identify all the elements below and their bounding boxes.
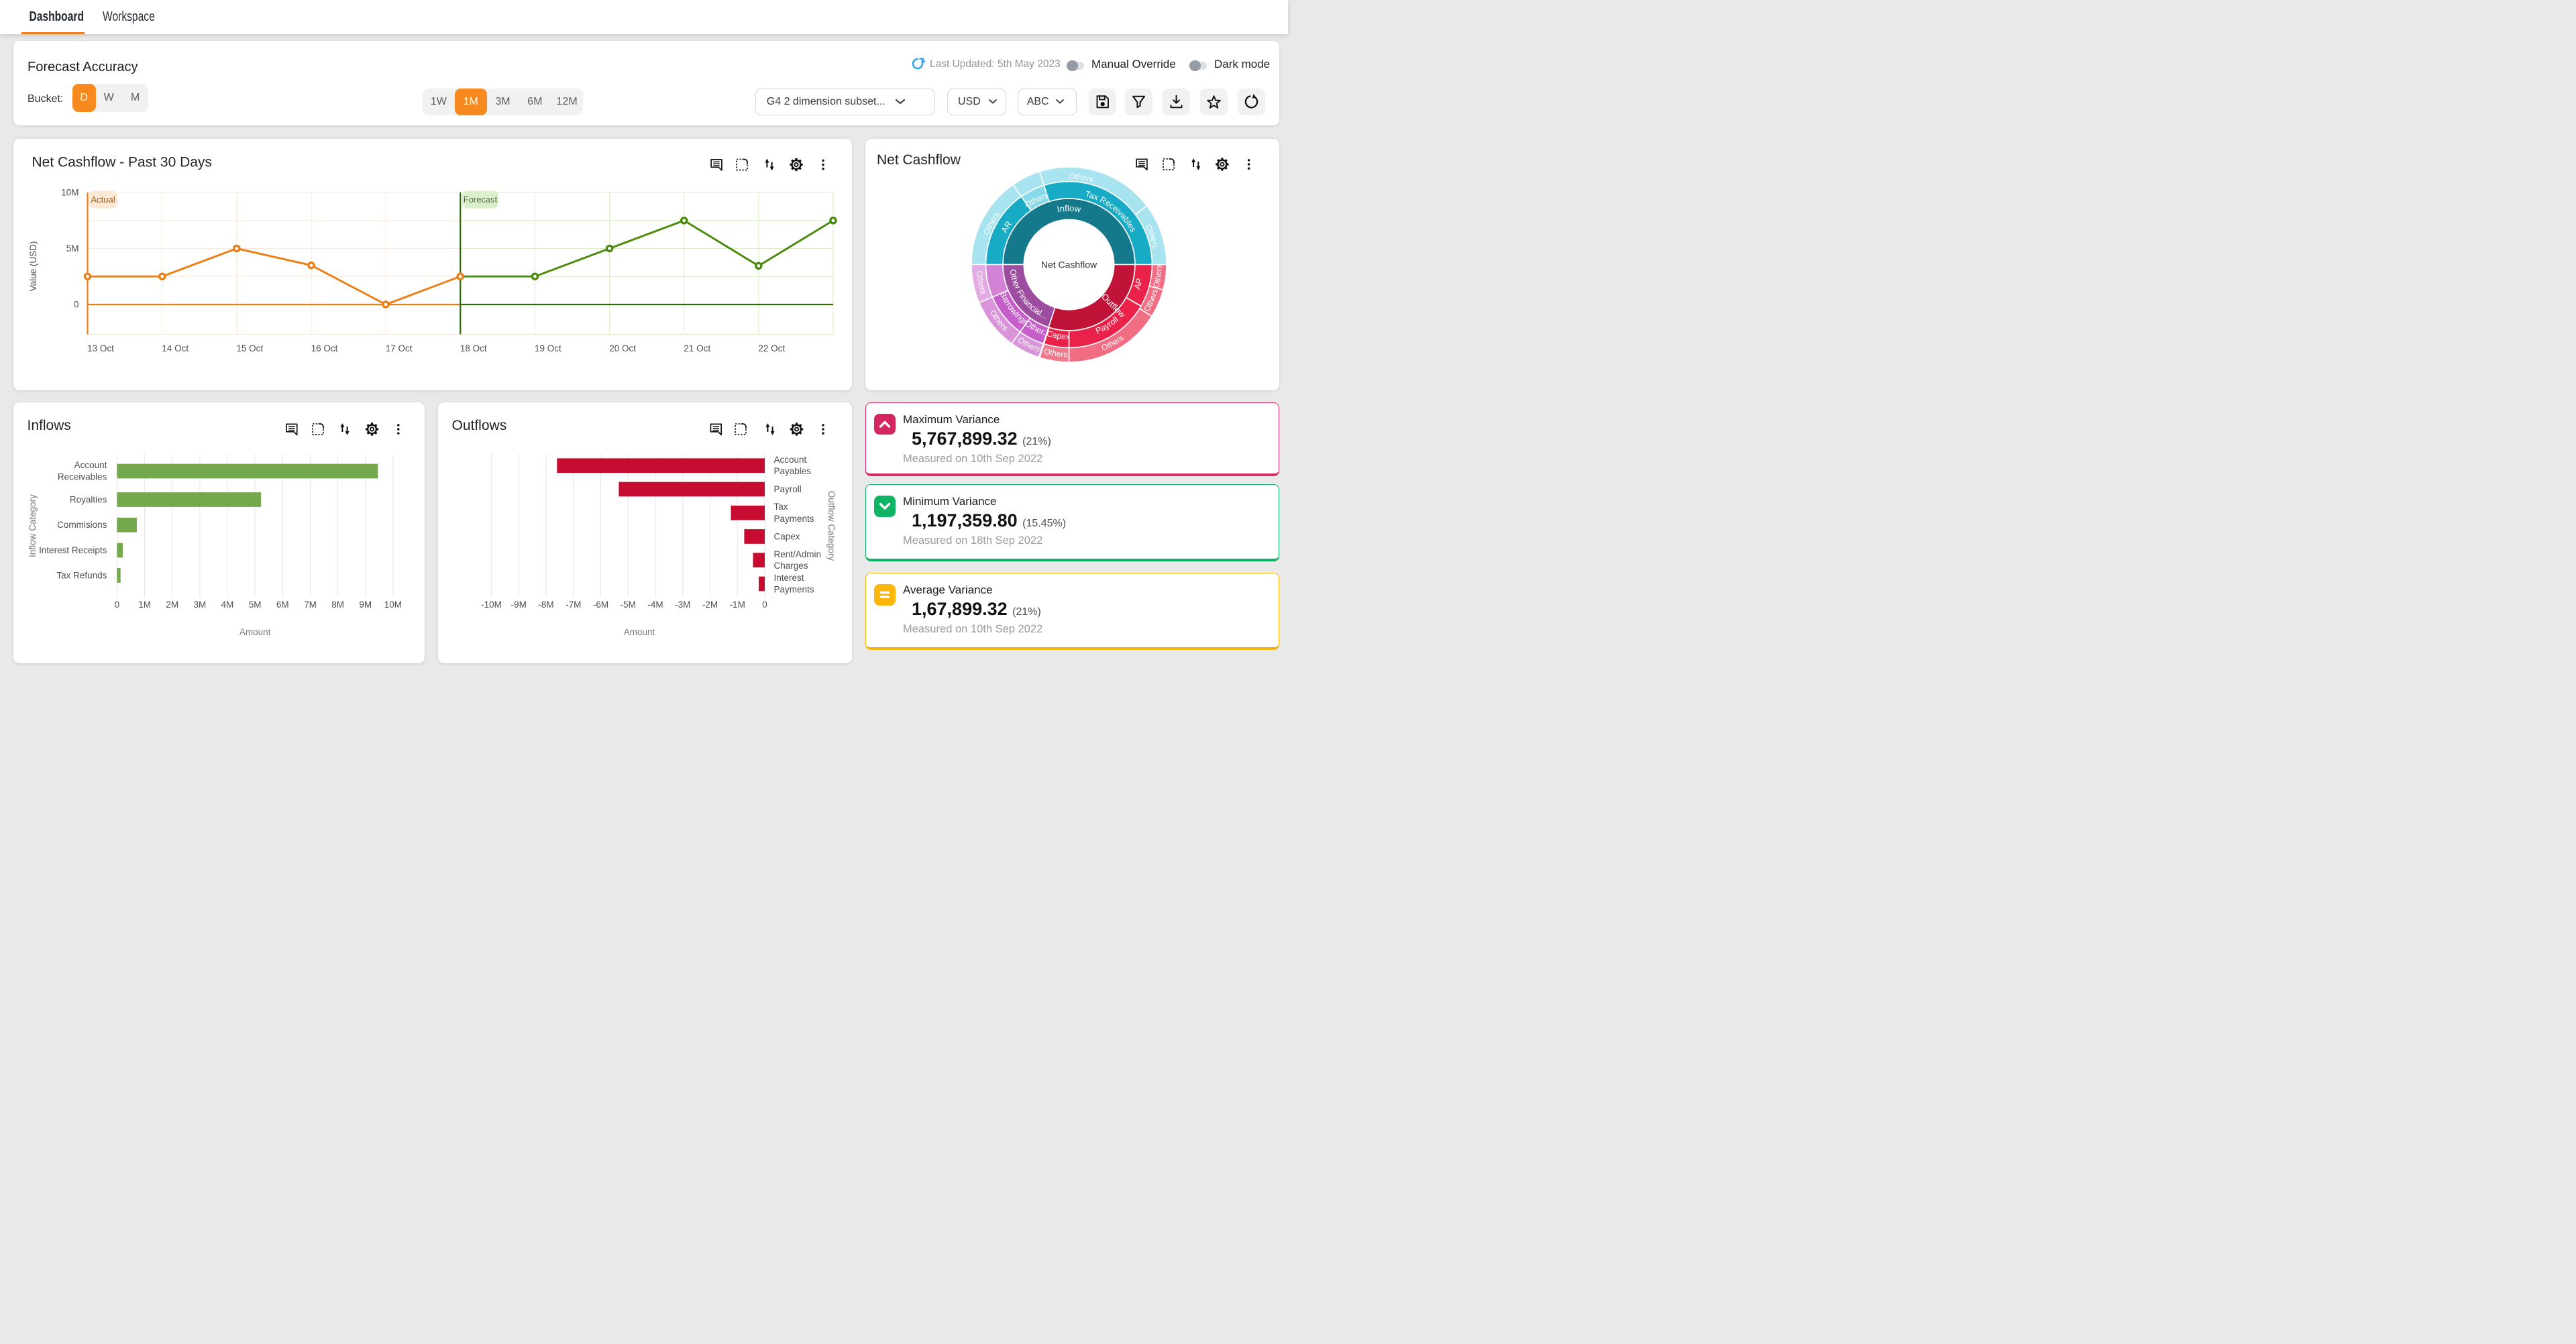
svg-text:17 Oct: 17 Oct — [386, 343, 413, 353]
svg-text:18 Oct: 18 Oct — [460, 343, 487, 353]
svg-text:Others: Others — [1151, 264, 1163, 289]
svg-text:Amount: Amount — [624, 627, 655, 637]
svg-text:-2M: -2M — [702, 600, 718, 610]
svg-text:14 Oct: 14 Oct — [162, 343, 189, 353]
svg-text:Others: Others — [1043, 347, 1068, 359]
svg-text:22 Oct: 22 Oct — [758, 343, 785, 353]
svg-text:15 Oct: 15 Oct — [236, 343, 263, 353]
svg-text:Net Cashflow - Past 30 Days: Net Cashflow - Past 30 Days — [32, 155, 212, 170]
svg-text:13 Oct: 13 Oct — [87, 343, 114, 353]
svg-text:3M: 3M — [194, 600, 207, 610]
svg-text:Amount: Amount — [239, 627, 271, 637]
svg-text:Payroll: Payroll — [774, 484, 802, 494]
svg-text:-10M: -10M — [481, 600, 502, 610]
svg-text:Inflow: Inflow — [1056, 203, 1082, 215]
svg-text:Rent/Admin: Rent/Admin — [774, 549, 822, 559]
svg-text:Account: Account — [74, 460, 107, 470]
svg-text:-6M: -6M — [593, 600, 608, 610]
svg-text:Outflows: Outflows — [452, 418, 507, 433]
svg-text:Payables: Payables — [774, 466, 812, 476]
svg-text:Value (USD): Value (USD) — [28, 241, 38, 292]
svg-text:Capex: Capex — [1046, 329, 1071, 341]
svg-text:0: 0 — [74, 300, 79, 310]
svg-text:7M: 7M — [304, 600, 317, 610]
svg-text:-3M: -3M — [675, 600, 690, 610]
svg-text:21 Oct: 21 Oct — [684, 343, 710, 353]
svg-text:2M: 2M — [166, 600, 178, 610]
svg-text:20 Oct: 20 Oct — [609, 343, 636, 353]
svg-text:Payments: Payments — [774, 513, 814, 523]
svg-text:6M: 6M — [276, 600, 289, 610]
svg-text:AP: AP — [1132, 278, 1144, 291]
svg-text:Royalties: Royalties — [70, 494, 107, 504]
svg-text:Interest Receipts: Interest Receipts — [39, 545, 107, 555]
svg-text:Tax: Tax — [774, 502, 788, 512]
svg-text:Interest: Interest — [774, 573, 804, 583]
svg-text:4M: 4M — [221, 600, 234, 610]
svg-text:19 Oct: 19 Oct — [535, 343, 561, 353]
svg-text:-5M: -5M — [621, 600, 636, 610]
svg-text:Forecast: Forecast — [464, 194, 498, 205]
svg-text:Capex: Capex — [774, 531, 800, 541]
svg-text:0: 0 — [115, 600, 120, 610]
svg-text:-9M: -9M — [511, 600, 527, 610]
svg-text:10M: 10M — [61, 188, 78, 198]
svg-text:Tax Refunds: Tax Refunds — [56, 570, 107, 580]
svg-text:10M: 10M — [384, 600, 402, 610]
svg-text:5M: 5M — [66, 243, 79, 254]
svg-text:Net Cashflow: Net Cashflow — [1041, 260, 1097, 270]
svg-text:Net Cashflow: Net Cashflow — [877, 152, 961, 168]
svg-text:5M: 5M — [249, 600, 262, 610]
svg-text:Inflow Category: Inflow Category — [28, 494, 38, 557]
svg-text:9M: 9M — [359, 600, 372, 610]
svg-text:16 Oct: 16 Oct — [311, 343, 338, 353]
svg-text:Charges: Charges — [774, 561, 808, 571]
svg-text:8M: 8M — [331, 600, 344, 610]
svg-text:Outflow Category: Outflow Category — [826, 490, 837, 561]
svg-text:Others: Others — [1069, 172, 1095, 184]
svg-text:-4M: -4M — [647, 600, 663, 610]
svg-text:Receivables: Receivables — [58, 471, 107, 482]
svg-text:-7M: -7M — [566, 600, 581, 610]
svg-text:1M: 1M — [138, 600, 151, 610]
svg-text:Actual: Actual — [91, 194, 115, 205]
svg-text:-1M: -1M — [730, 600, 745, 610]
svg-text:Commisions: Commisions — [57, 520, 107, 530]
svg-text:-8M: -8M — [538, 600, 553, 610]
svg-text:0: 0 — [762, 600, 767, 610]
svg-text:Inflows: Inflows — [28, 418, 71, 433]
svg-text:Payments: Payments — [774, 584, 814, 594]
svg-text:Account: Account — [774, 454, 807, 464]
